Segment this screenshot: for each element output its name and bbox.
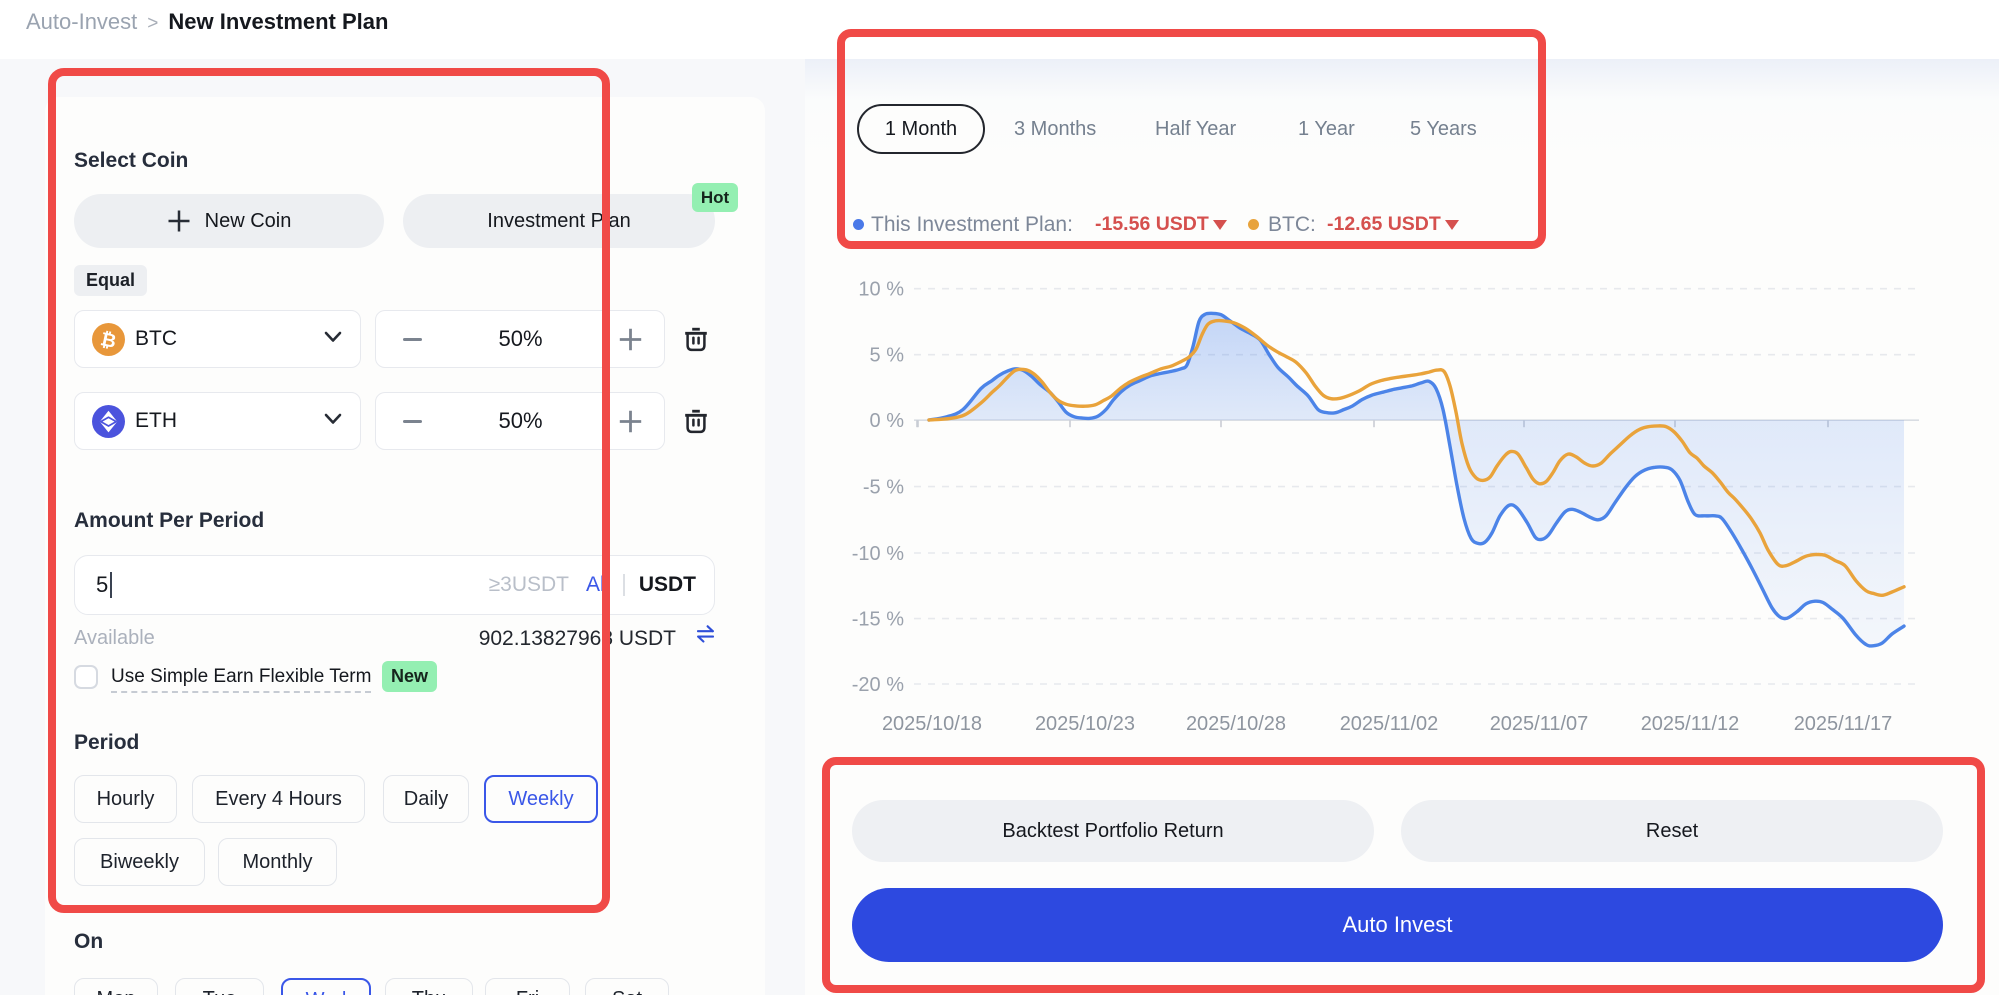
svg-text:-10 %: -10 % [852, 543, 904, 565]
svg-text:2025/10/28: 2025/10/28 [1186, 713, 1286, 735]
svg-text:2025/11/12: 2025/11/12 [1641, 713, 1740, 735]
svg-text:2025/11/02: 2025/11/02 [1340, 713, 1439, 735]
svg-text:-15 %: -15 % [852, 609, 904, 631]
svg-text:10 %: 10 % [858, 279, 904, 301]
svg-text:5 %: 5 % [870, 345, 905, 367]
svg-text:₿: ₿ [98, 329, 118, 353]
svg-text:0 %: 0 % [870, 410, 905, 432]
svg-text:2025/10/23: 2025/10/23 [1035, 713, 1135, 735]
svg-text:2025/11/17: 2025/11/17 [1794, 713, 1893, 735]
svg-text:2025/11/07: 2025/11/07 [1490, 713, 1589, 735]
svg-text:-20 %: -20 % [852, 674, 904, 696]
svg-text:-5 %: -5 % [863, 477, 904, 499]
svg-text:2025/10/18: 2025/10/18 [882, 713, 982, 735]
